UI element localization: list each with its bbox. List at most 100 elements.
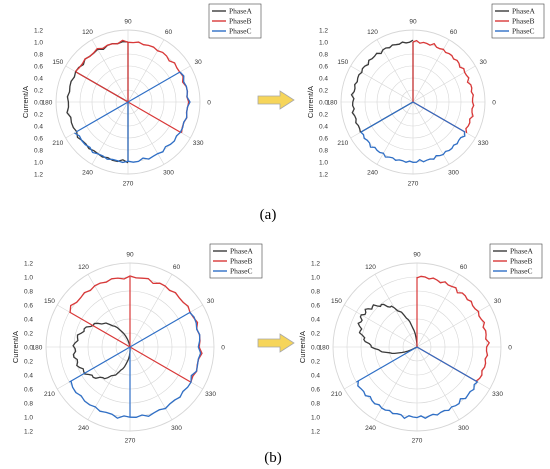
grid-spoke (127, 39, 165, 103)
angle-tick-label: 270 (408, 180, 419, 187)
angle-tick-label: 270 (412, 437, 423, 444)
angle-tick-label: 180 (327, 99, 338, 106)
series-radial-PhaseC (356, 346, 418, 383)
angle-tick-label: 150 (331, 298, 342, 305)
series-radial-PhaseC (127, 71, 181, 103)
series-PhaseB (69, 275, 203, 383)
angle-tick-label: 0 (207, 99, 211, 106)
radial-tick-label: 0.4 (311, 316, 320, 323)
angle-tick-label: 330 (205, 391, 216, 398)
radial-tick-label: 1.0 (311, 414, 320, 421)
angle-tick-label: 150 (52, 59, 63, 66)
angle-tick-label: 90 (124, 18, 132, 25)
series-radial-PhaseB (129, 346, 191, 383)
radial-tick-label: 0.6 (34, 63, 43, 70)
polar-chart-a-before: 0 30 60 90 120 150 180 210 240 270 300 330 0.0 0.2 0.2… (21, 3, 262, 187)
radial-tick-label: 1.2 (311, 260, 320, 267)
y-axis-label: Current/A (298, 331, 307, 363)
radial-tick-label: 1.0 (34, 39, 43, 46)
legend-label-PhaseC: PhaseC (230, 267, 253, 276)
radial-tick-label: 0.4 (24, 316, 33, 323)
series-radial-PhaseC (129, 311, 191, 348)
angle-tick-label: 90 (126, 251, 134, 258)
radial-tick-label: 0.0 (319, 99, 328, 106)
series-radial-PhaseB (75, 71, 129, 103)
angle-tick-label: 60 (173, 264, 181, 271)
radial-tick-label: 0.2 (34, 87, 43, 94)
polar-chart-a-after: 0 30 60 90 120 150 180 210 240 270 300 330 0.0 0.2 0.2… (306, 3, 545, 187)
radial-tick-label: 0.6 (24, 386, 33, 393)
series-PhaseB (74, 39, 190, 133)
radial-tick-label: 0.6 (24, 302, 33, 309)
angle-tick-label: 210 (52, 140, 63, 147)
series-PhaseC (360, 101, 466, 164)
angle-tick-label: 180 (42, 99, 53, 106)
legend-label-PhaseC: PhaseC (512, 27, 535, 36)
series-PhaseC (74, 71, 191, 164)
radial-tick-label: 0.8 (319, 51, 328, 58)
y-axis-label: Current/A (21, 86, 30, 118)
polar-chart-b-before: 0 30 60 90 120 150 180 210 240 270 300 330 0.0 0.2 0.2… (11, 243, 263, 444)
angle-tick-label: 30 (494, 298, 502, 305)
radial-tick-label: 0.2 (319, 87, 328, 94)
arrow-icon (257, 333, 295, 353)
series-arc-PhaseC (357, 380, 478, 420)
radial-tick-label: 1.0 (24, 274, 33, 281)
angle-tick-label: 270 (125, 437, 136, 444)
series-arc-PhaseC (70, 312, 202, 419)
angle-tick-label: 60 (165, 29, 173, 36)
legend-label-PhaseB: PhaseB (229, 17, 252, 26)
radial-tick-label: 0.4 (34, 123, 43, 130)
angle-tick-label: 180 (319, 344, 330, 351)
series-arc-PhaseB (416, 275, 491, 382)
series-radial-PhaseC (360, 101, 414, 133)
grid-spoke (412, 39, 450, 103)
legend-label-PhaseB: PhaseB (510, 257, 533, 266)
arrow-icon (257, 90, 295, 110)
grid-spoke (344, 304, 418, 348)
radial-tick-label: 0.8 (24, 288, 33, 295)
angle-tick-label: 150 (337, 59, 348, 66)
radial-tick-label: 0.8 (24, 400, 33, 407)
angle-tick-label: 330 (478, 140, 489, 147)
radial-tick-label: 0.8 (34, 147, 43, 154)
grid-spoke (374, 274, 418, 348)
series-radial-PhaseC (416, 346, 478, 383)
angle-tick-label: 240 (365, 425, 376, 432)
legend-label-PhaseA: PhaseA (230, 247, 253, 256)
radial-tick-label: 0.6 (311, 302, 320, 309)
series-arc-PhaseB (412, 39, 475, 134)
legend-label-PhaseA: PhaseA (229, 7, 252, 16)
series-arc-PhaseC (360, 131, 466, 164)
angle-tick-label: 0 (221, 344, 225, 351)
radial-tick-label: 0.2 (34, 111, 43, 118)
grid-spoke (129, 346, 173, 420)
angle-tick-label: 300 (458, 425, 469, 432)
grid-spoke (91, 101, 129, 165)
angle-tick-label: 180 (32, 344, 43, 351)
series-radial-PhaseC (75, 101, 129, 133)
series-arc-PhaseA (350, 39, 414, 133)
series-arc-PhaseB (69, 275, 203, 383)
radial-tick-label: 0.8 (311, 400, 320, 407)
series-arc-PhaseB (74, 39, 190, 133)
grid-spoke (87, 346, 131, 420)
radial-tick-label: 0.0 (311, 344, 320, 351)
radial-tick-label: 1.2 (24, 260, 33, 267)
radial-tick-label: 1.0 (311, 274, 320, 281)
angle-tick-label: 120 (365, 264, 376, 271)
radial-tick-label: 1.0 (34, 159, 43, 166)
legend-label-PhaseC: PhaseC (229, 27, 252, 36)
radial-tick-label: 1.2 (319, 171, 328, 178)
radial-tick-label: 0.0 (34, 99, 43, 106)
y-axis-label: Current/A (306, 86, 315, 118)
radial-tick-label: 0.2 (24, 330, 33, 337)
grid-spoke (416, 304, 490, 348)
angle-tick-label: 60 (460, 264, 468, 271)
series-line-PhaseA (357, 303, 418, 355)
caption-b: (b) (264, 450, 282, 466)
y-axis-label: Current/A (11, 331, 20, 363)
polar-chart-b-after: 0 30 60 90 120 150 180 210 240 270 300 330 0.0 0.2 0.2… (298, 243, 543, 444)
polar-panels: 0 30 60 90 120 150 180 210 240 270 300 330 0.0 0.2 0.2… (11, 3, 545, 444)
